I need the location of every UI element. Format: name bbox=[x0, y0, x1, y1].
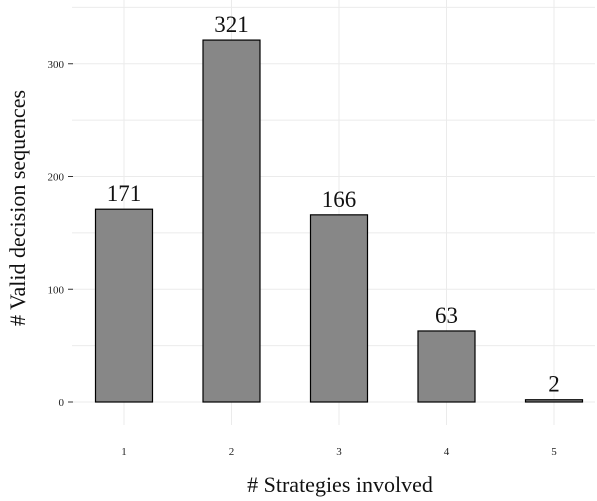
data-label: 171 bbox=[107, 181, 142, 206]
bar bbox=[309, 214, 369, 403]
x-tick-label: 2 bbox=[229, 446, 235, 458]
x-axis-ticks: 1 2 3 4 5 bbox=[121, 446, 557, 458]
y-tick-label: 300 bbox=[48, 59, 65, 71]
y-tick-label: 200 bbox=[48, 172, 65, 184]
x-tick-label: 5 bbox=[551, 446, 557, 458]
data-label: 2 bbox=[548, 372, 560, 397]
data-labels: 171 321 166 63 2 bbox=[107, 12, 560, 397]
bar bbox=[524, 399, 584, 403]
grid bbox=[72, 0, 595, 425]
bar bbox=[202, 39, 261, 403]
y-tick-label: 0 bbox=[59, 397, 65, 409]
data-label: 166 bbox=[322, 187, 357, 212]
y-axis-ticks: 0 100 200 300 bbox=[48, 59, 73, 409]
x-tick-label: 3 bbox=[336, 446, 342, 458]
bars bbox=[94, 39, 584, 403]
y-axis-title: # Valid decision sequences bbox=[5, 90, 30, 326]
data-label: 321 bbox=[214, 12, 249, 37]
x-tick-label: 1 bbox=[121, 446, 127, 458]
y-tick-label: 100 bbox=[48, 284, 65, 296]
data-label: 63 bbox=[435, 303, 458, 328]
bar bbox=[94, 208, 154, 403]
bar bbox=[417, 330, 476, 403]
x-tick-label: 4 bbox=[444, 446, 450, 458]
x-axis-title: # Strategies involved bbox=[247, 472, 433, 497]
